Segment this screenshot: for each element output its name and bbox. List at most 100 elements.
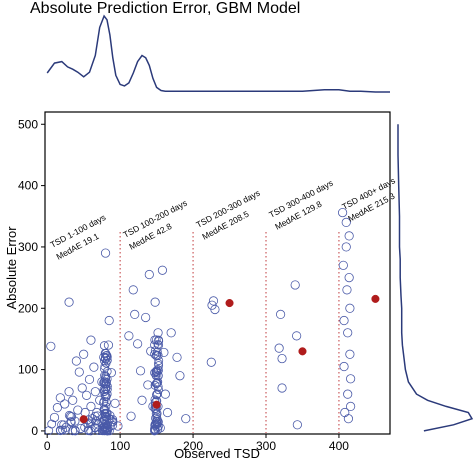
scatter-point-75 bbox=[292, 331, 302, 341]
dense-point-0-56 bbox=[99, 356, 109, 366]
scatter-point-86 bbox=[343, 389, 353, 399]
cluster-point-44 bbox=[93, 411, 102, 421]
scatter-point-63 bbox=[172, 352, 182, 362]
cluster-point-31 bbox=[84, 426, 94, 436]
scatter-point-62 bbox=[166, 328, 176, 338]
scatter-point-56 bbox=[153, 328, 163, 338]
scatter-point-45 bbox=[130, 309, 140, 319]
median-point-4 bbox=[371, 294, 380, 303]
scatter-point-31 bbox=[99, 404, 109, 415]
scatter-point-73 bbox=[277, 383, 287, 393]
dense-point-1-60 bbox=[153, 339, 163, 349]
scatter-point-14 bbox=[74, 367, 84, 377]
dense-point-1-52 bbox=[152, 390, 161, 400]
scatter-point-13 bbox=[73, 405, 83, 415]
scatter-point-78 bbox=[338, 260, 348, 270]
dense-point-0-55 bbox=[99, 379, 109, 389]
scatter-point-24 bbox=[87, 414, 98, 424]
scatter-point-16 bbox=[77, 383, 87, 393]
scatter-point-89 bbox=[344, 272, 354, 283]
scatter-point-44 bbox=[128, 285, 138, 295]
cluster-point-32 bbox=[47, 419, 57, 429]
scatter-point-6 bbox=[61, 422, 71, 432]
median-point-1 bbox=[152, 400, 161, 409]
scatter-point-10 bbox=[68, 395, 78, 405]
scatter-point-92 bbox=[346, 374, 356, 384]
x-tick-label-3: 300 bbox=[256, 439, 276, 453]
x-tick-label-2: 200 bbox=[183, 439, 203, 453]
scatter-point-85 bbox=[343, 328, 353, 338]
x-axis-label: Observed TSD bbox=[174, 446, 260, 461]
y-axis-label: Absolute Error bbox=[4, 226, 19, 310]
median-point-2 bbox=[225, 299, 234, 308]
scatter-point-17 bbox=[79, 349, 89, 359]
scatter-point-87 bbox=[343, 414, 354, 424]
scatter-point-43 bbox=[126, 411, 136, 421]
cluster-point-37 bbox=[105, 426, 114, 436]
scatter-point-57 bbox=[155, 423, 165, 433]
median-point-0 bbox=[79, 415, 88, 424]
scatter-point-3 bbox=[55, 393, 65, 403]
scatter-point-5 bbox=[60, 399, 70, 409]
dense-point-1-45 bbox=[151, 425, 160, 435]
scatter-point-40 bbox=[110, 398, 120, 408]
scatter-points bbox=[46, 207, 356, 434]
scatter-point-76 bbox=[292, 420, 302, 430]
scatter-point-77 bbox=[337, 207, 348, 218]
scatter-point-32 bbox=[100, 353, 111, 364]
scatter-point-2 bbox=[52, 403, 62, 413]
dense-point-0-57 bbox=[102, 408, 112, 418]
cluster-point-6 bbox=[105, 414, 115, 424]
scatter-point-91 bbox=[345, 349, 355, 359]
dense-point-1-15 bbox=[150, 346, 160, 356]
scatter-point-36 bbox=[104, 315, 114, 326]
scatter-point-21 bbox=[84, 374, 95, 385]
scatter-point-0 bbox=[46, 341, 56, 351]
scatter-point-58 bbox=[157, 265, 168, 275]
y-tick-label-3: 300 bbox=[18, 240, 38, 254]
scatter-point-69 bbox=[210, 304, 220, 315]
dense-point-0-60 bbox=[102, 384, 112, 394]
scatter-point-65 bbox=[181, 414, 191, 424]
dense-point-1-55 bbox=[150, 426, 159, 436]
dense-point-0-44 bbox=[99, 341, 109, 350]
dense-point-1-46 bbox=[154, 361, 164, 370]
scatter-point-83 bbox=[341, 242, 351, 252]
scatter-point-79 bbox=[339, 315, 349, 326]
right-density-curve bbox=[397, 124, 474, 432]
scatter-point-72 bbox=[277, 353, 287, 364]
dense-point-1-6 bbox=[151, 351, 161, 361]
right-density-panel bbox=[397, 124, 474, 432]
y-tick-label-0: 0 bbox=[31, 424, 38, 438]
cluster-point-38 bbox=[90, 423, 100, 433]
scatter-point-15 bbox=[76, 423, 86, 434]
dense-point-1-57 bbox=[154, 417, 163, 427]
scatter-point-33 bbox=[100, 248, 111, 258]
dense-point-1-64 bbox=[153, 389, 162, 399]
scatter-point-88 bbox=[344, 231, 354, 241]
scatter-point-60 bbox=[160, 389, 170, 399]
median-point-3 bbox=[298, 347, 307, 356]
scatter-point-29 bbox=[95, 395, 105, 405]
cluster-point-27 bbox=[66, 417, 76, 426]
scatter-point-71 bbox=[275, 309, 286, 319]
scatter-point-46 bbox=[133, 339, 143, 349]
scatter-point-49 bbox=[141, 312, 151, 323]
scatter-point-82 bbox=[341, 217, 351, 227]
y-tick-label-4: 400 bbox=[18, 179, 38, 193]
scatter-point-54 bbox=[150, 297, 160, 307]
median-points bbox=[79, 294, 380, 424]
scatter-point-22 bbox=[86, 335, 96, 345]
dense-point-1-43 bbox=[153, 377, 163, 387]
scatter-point-80 bbox=[339, 361, 349, 372]
dense-point-1-66 bbox=[153, 371, 163, 380]
scatter-point-70 bbox=[274, 343, 284, 353]
cluster-point-42 bbox=[99, 423, 109, 433]
scatter-point-25 bbox=[89, 362, 99, 372]
scatter-point-90 bbox=[345, 303, 355, 313]
scatter-point-8 bbox=[64, 297, 74, 307]
x-tick-label-4: 400 bbox=[329, 439, 349, 453]
x-tick-label-0: 0 bbox=[44, 439, 51, 453]
scatter-point-61 bbox=[162, 407, 173, 418]
dense-point-1-62 bbox=[151, 409, 161, 419]
